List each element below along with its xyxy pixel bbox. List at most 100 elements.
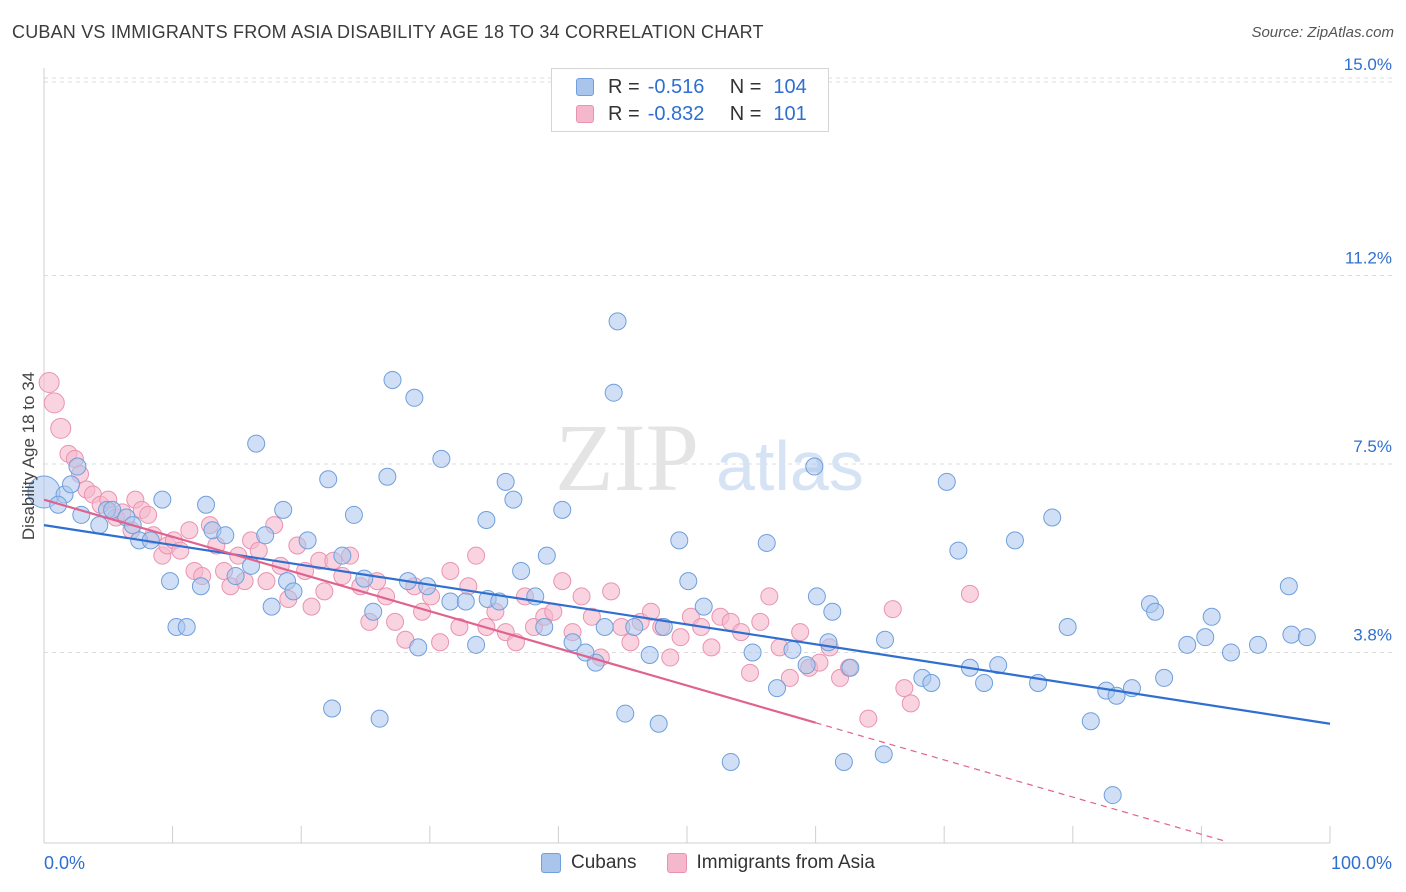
point-immigrants-from-asia [760,587,779,606]
point-cubans [467,635,486,654]
point-immigrants-from-asia [621,633,640,652]
bottom-legend-label-cubans: Cubans [571,852,637,873]
point-immigrants-from-asia [38,372,60,394]
point-cubans [90,516,109,535]
point-immigrants-from-asia [572,587,591,606]
point-cubans [608,312,627,331]
point-cubans [1103,786,1122,805]
point-immigrants-from-asia [582,607,601,626]
point-immigrants-from-asia [702,638,721,657]
point-cubans [262,597,281,616]
point-immigrants-from-asia [641,602,660,621]
bottom-legend-asia: Immigrants from Asia [666,852,875,874]
point-cubans [161,572,180,591]
point-cubans [768,679,787,698]
point-cubans [490,592,509,611]
legend-r-label: R = [608,75,640,98]
x-tick-label-min: 0.0% [44,853,85,873]
point-cubans [1248,635,1267,654]
point-cubans [553,500,572,519]
point-cubans [841,658,860,677]
point-immigrants-from-asia [780,668,799,687]
point-immigrants-from-asia [467,546,486,565]
axes [43,68,1331,844]
point-cubans [922,674,941,693]
point-cubans [197,495,216,514]
point-cubans [504,490,523,509]
point-cubans [807,587,826,606]
point-cubans [805,457,824,476]
point-cubans [1196,628,1215,647]
trend-lines [43,498,1331,843]
point-cubans [937,472,956,491]
point-cubans [405,388,424,407]
legend-n-label: N = [729,102,762,125]
point-cubans [364,602,383,621]
point-cubans [797,656,816,675]
point-cubans [226,567,245,586]
point-immigrants-from-asia [43,392,65,414]
point-cubans [1279,577,1298,596]
legend-r-value: -0.832 [647,102,705,125]
point-cubans [1155,668,1174,687]
point-immigrants-from-asia [895,679,914,698]
bottom-legend-swatch-blue [541,853,561,873]
point-immigrants-from-asia [441,561,460,580]
legend-row-asia: R = -0.832 N = 101 [576,102,807,126]
point-cubans [68,457,87,476]
trend-line-asia-extrapolated [815,722,1228,843]
chart-title: CUBAN VS IMMIGRANTS FROM ASIA DISABILITY… [12,22,764,42]
point-immigrants-from-asia [450,617,469,636]
point-cubans [1043,508,1062,527]
legend-n-label: N = [729,75,762,98]
point-cubans [216,526,235,545]
point-cubans [1282,625,1301,644]
watermark-zip: ZIP [555,404,699,511]
point-cubans [654,617,673,636]
point-cubans [298,531,317,550]
point-cubans [274,500,293,519]
watermark-atlas: atlas [716,427,864,505]
point-immigrants-from-asia [50,417,72,439]
bottom-legend-label-asia: Immigrants from Asia [696,852,875,873]
stats-legend: R = -0.516 N = 104 R = -0.832 N = 101 [551,68,829,132]
legend-row-cubans: R = -0.516 N = 104 [576,75,807,99]
point-immigrants-from-asia [602,582,621,601]
point-immigrants-from-asia [386,612,405,631]
point-cubans [1297,628,1316,647]
point-immigrants-from-asia [859,709,878,728]
point-immigrants-from-asia [901,694,920,713]
source-label: Source: ZipAtlas.com [1251,24,1394,41]
point-cubans [191,577,210,596]
tick-labels: 3.8% 7.5% 11.2% 15.0% 0.0% 100.0% [44,55,1392,873]
point-cubans [1005,531,1024,550]
bottom-legend-swatch-pink [666,853,687,873]
point-cubans [670,531,689,550]
point-cubans [834,752,853,771]
legend-swatch-blue [576,78,594,96]
legend-r-value: -0.516 [647,75,705,98]
bottom-legend: Cubans Immigrants from Asia [541,852,905,874]
y-tick-label: 7.5% [1353,437,1392,456]
point-cubans [743,643,762,662]
point-immigrants-from-asia [960,584,979,603]
series-immigrants-from-asia [38,372,979,728]
point-cubans [1178,635,1197,654]
point-cubans [783,640,802,659]
point-cubans [874,745,893,764]
legend-swatch-pink [576,105,594,123]
point-immigrants-from-asia [553,572,572,591]
point-immigrants-from-asia [671,628,690,647]
y-tick-label: 11.2% [1345,249,1392,268]
point-cubans [757,533,776,552]
point-cubans [616,704,635,723]
point-cubans [1202,607,1221,626]
point-cubans [649,714,668,733]
point-cubans [563,633,582,652]
point-cubans [721,752,740,771]
point-cubans [409,638,428,657]
trend-line-cubans [43,524,1331,725]
point-cubans [477,511,496,530]
point-immigrants-from-asia [180,521,199,540]
point-cubans [456,592,475,611]
